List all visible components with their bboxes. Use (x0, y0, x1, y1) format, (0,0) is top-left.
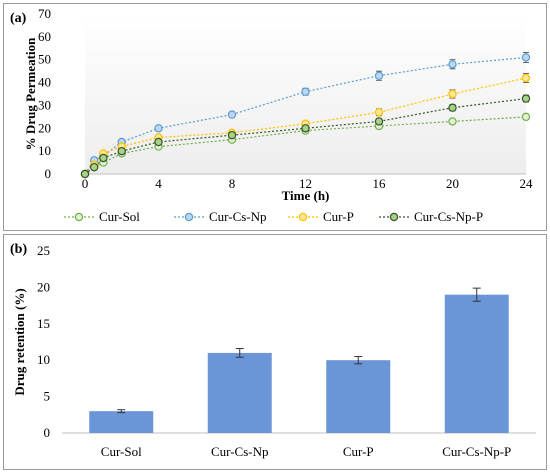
x-tick-label: 24 (520, 176, 534, 191)
x-tick-label: 0 (82, 176, 89, 191)
data-point (301, 87, 310, 96)
y-tick-label: 20 (38, 120, 51, 135)
x-tick-label: 4 (155, 176, 162, 191)
data-point (227, 110, 237, 119)
y-tick-label: 15 (37, 316, 50, 331)
x-tick-label: 16 (373, 176, 387, 191)
x-axis-title: Time (h) (282, 188, 330, 203)
data-point (521, 112, 531, 122)
series-line (84, 56, 527, 175)
data-point (89, 162, 99, 172)
y-tick-label: 30 (38, 97, 51, 112)
y-tick-label: 60 (38, 29, 51, 44)
series-line (84, 116, 527, 175)
y-axis-title: % Drug Permeation (23, 37, 38, 150)
data-point (521, 73, 531, 83)
bar (326, 360, 391, 433)
legend-marker (389, 212, 399, 222)
y-tick-label: 5 (44, 389, 51, 404)
data-point (521, 53, 531, 62)
data-point (227, 130, 237, 140)
x-tick-label: Cur-Sol (101, 444, 142, 459)
bar (89, 411, 154, 433)
series-line (84, 77, 527, 175)
data-point (117, 146, 126, 156)
y-tick-label: 70 (38, 6, 51, 21)
y-tick-label: 40 (38, 75, 51, 90)
permeation-line-chart: (a) 0 10 20 30 40 50 60 70 0 4 8 12 16 20 24 % Drug Perm… (10, 6, 534, 224)
legend-marker (74, 212, 84, 222)
y-tick-label: 0 (44, 425, 51, 440)
y-tick-label: 10 (38, 143, 51, 158)
x-tick-label: Cur-P (343, 444, 374, 459)
data-point (448, 117, 457, 126)
y-axis-title: Drug retention (%) (12, 288, 27, 395)
data-point (448, 89, 457, 99)
legend-marker (184, 212, 194, 222)
y-tick-label: 50 (38, 52, 51, 67)
x-tick-label: 8 (229, 176, 236, 191)
series-line (84, 97, 527, 175)
x-tick-label: Cur-Cs-Np-P (442, 444, 511, 459)
legend-marker (298, 212, 308, 222)
panel-a: (a) 0 10 20 30 40 50 60 70 0 4 8 12 16 20 24 % Drug Perm… (3, 3, 547, 231)
y-tick-label: 20 (37, 279, 50, 294)
legend-label: Cur-P (323, 209, 354, 224)
data-point (154, 124, 163, 133)
x-tick-label: 20 (446, 176, 459, 191)
data-point (448, 103, 457, 112)
x-tick-label: Cur-Cs-Np (211, 444, 269, 459)
panel-label-b: (b) (10, 242, 27, 257)
legend-label: Cur-Sol (99, 209, 140, 224)
data-point (374, 108, 384, 117)
data-point (374, 117, 384, 126)
data-point (80, 169, 90, 179)
data-point (448, 60, 457, 69)
data-point (154, 137, 163, 147)
bar (444, 294, 509, 433)
bar (207, 352, 272, 433)
panel-label-a: (a) (10, 11, 27, 26)
panel-b: (b) 0 5 10 15 20 25 Drug retention (%) Cur-Sol Cu… (3, 234, 547, 470)
legend-label: Cur-Cs-Np-P (414, 209, 483, 224)
data-point (99, 153, 108, 163)
data-point (521, 94, 531, 103)
data-point (301, 124, 310, 133)
x-tick-label: 12 (299, 176, 312, 191)
data-point (374, 71, 384, 80)
y-tick-label: 0 (45, 166, 52, 181)
retention-bar-chart: (b) 0 5 10 15 20 25 Drug retention (%) Cur-Sol Cu… (10, 242, 536, 459)
y-tick-label: 10 (37, 352, 50, 367)
y-tick-label: 25 (37, 243, 50, 258)
legend-label: Cur-Cs-Np (209, 209, 267, 224)
